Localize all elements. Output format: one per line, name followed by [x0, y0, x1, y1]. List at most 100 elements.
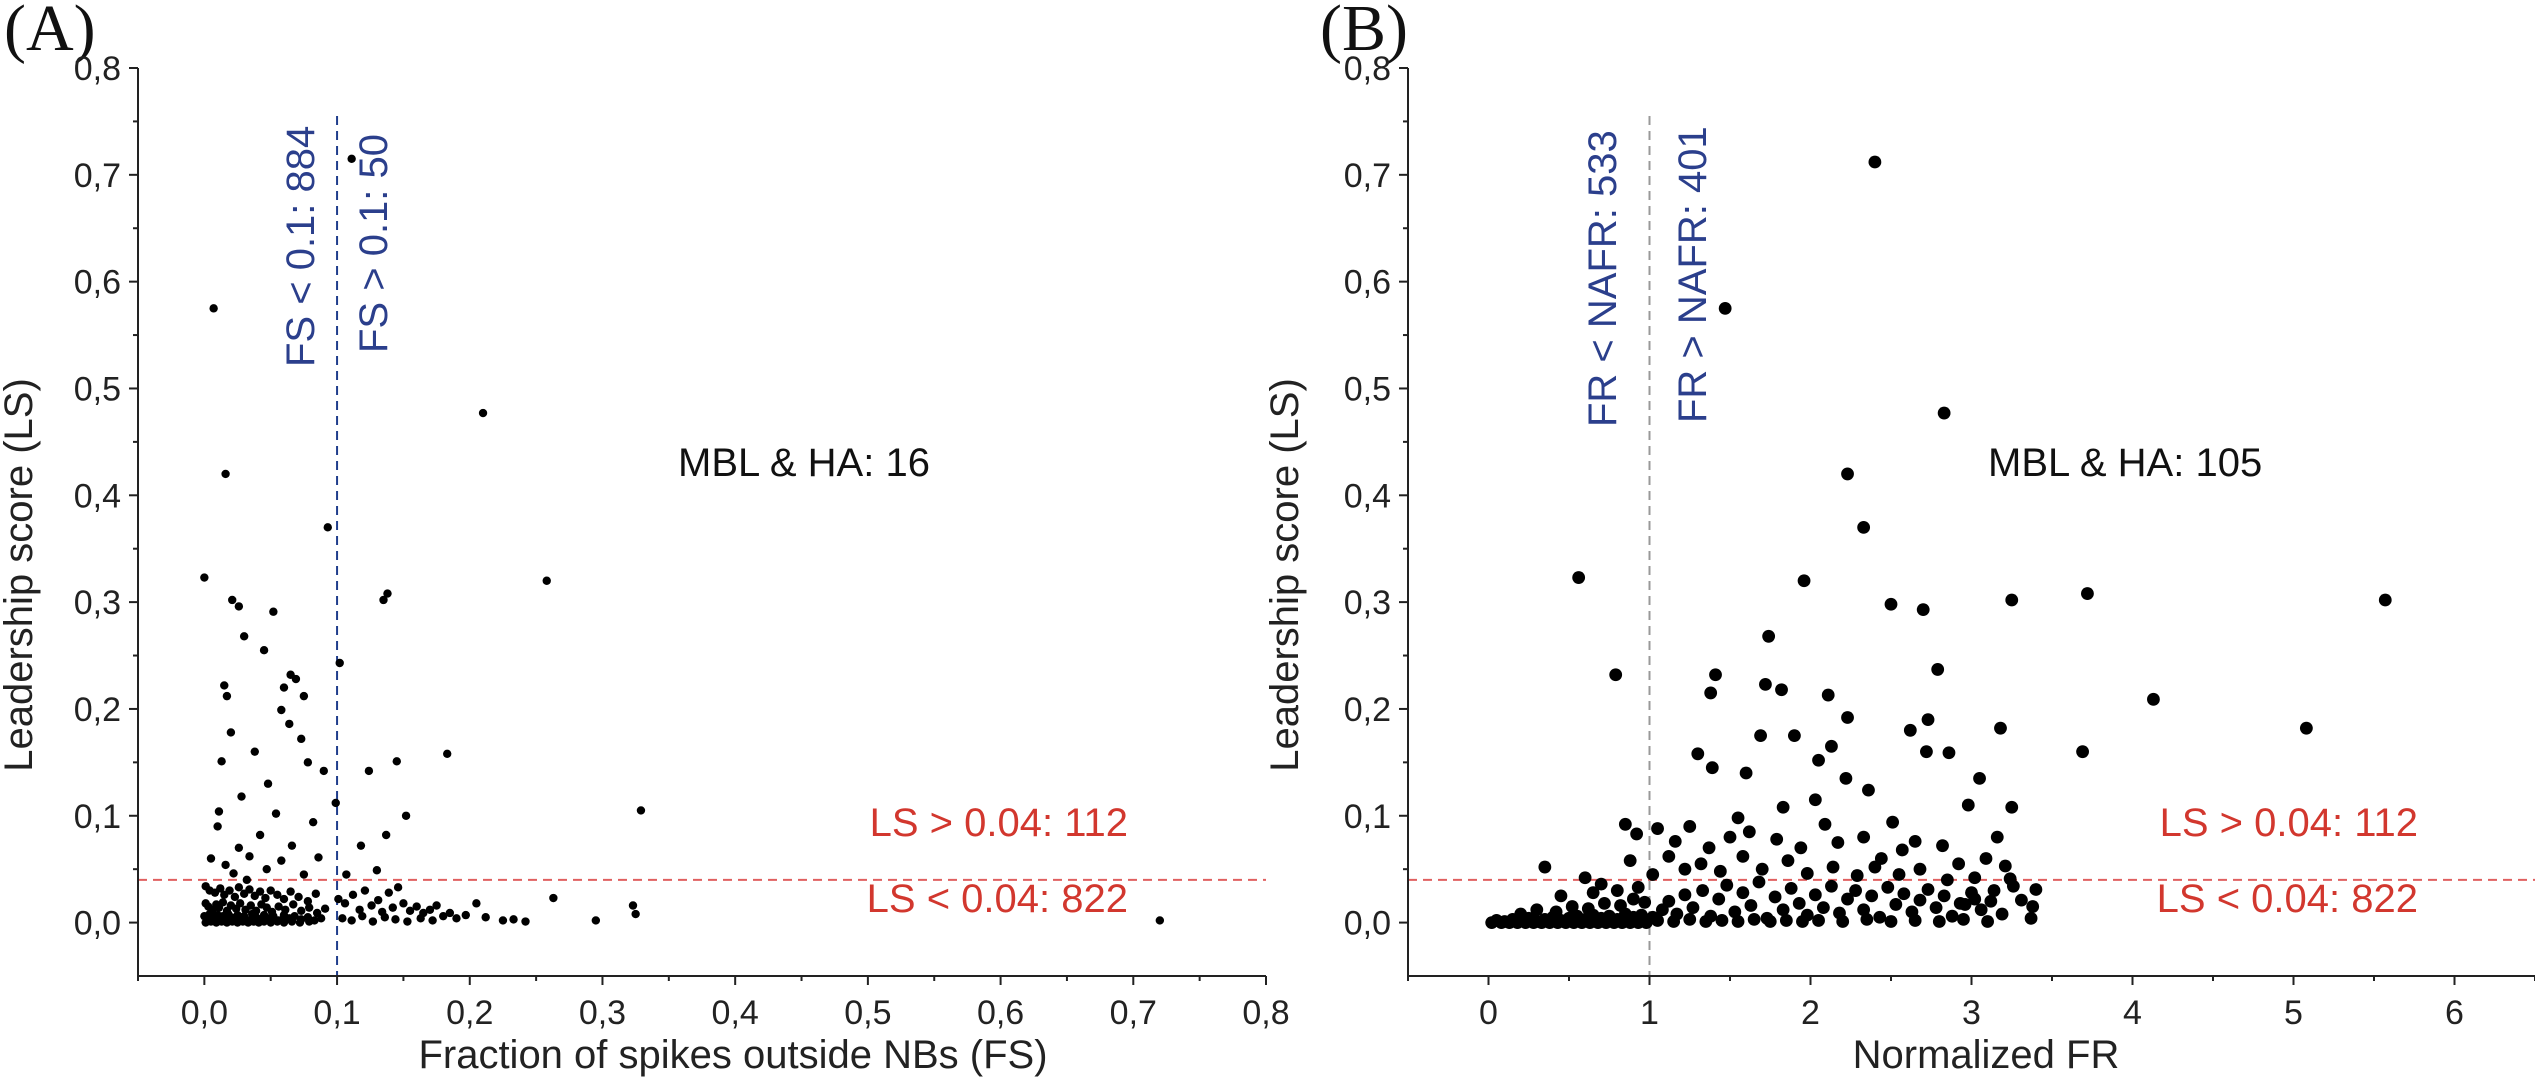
data-point [403, 917, 412, 926]
data-point [1920, 745, 1933, 759]
data-point [287, 917, 297, 926]
vline-right-annotation: FR > NAFR: 401 [1671, 126, 1715, 423]
data-point [1808, 888, 1822, 902]
data-point [360, 886, 370, 895]
data-point [274, 902, 283, 911]
reference-lines [138, 116, 1266, 976]
data-point [1775, 683, 1788, 697]
data-point [472, 899, 481, 908]
data-point [1995, 907, 2009, 921]
data-point [1759, 677, 1772, 691]
data-point [1686, 901, 1700, 915]
x-tick-label: 0,4 [712, 994, 759, 1032]
data-point [1668, 835, 1682, 848]
data-point [461, 910, 470, 920]
data-point [1770, 832, 1784, 846]
data-point [1705, 761, 1719, 775]
data-point [220, 681, 229, 690]
data-point [481, 913, 490, 922]
axes: 0,0 0,1 0,2 0,3 0,4 0,5 0,6 0,7 0,8 0,0 0,1 0,2 0,3 0… [74, 50, 1290, 1032]
data-point [1916, 603, 1930, 616]
data-point [1974, 903, 1988, 917]
data-point [2029, 883, 2043, 896]
data-point [1841, 892, 1854, 906]
data-point [1514, 907, 1528, 921]
y-tick-label: 0,4 [74, 477, 121, 515]
data-point [234, 883, 244, 892]
data-point [1736, 886, 1750, 900]
data-point [239, 632, 249, 641]
data-point [1781, 854, 1795, 868]
data-point [1981, 915, 1994, 928]
data-point [304, 917, 314, 926]
data-point [200, 573, 209, 582]
data-point [286, 887, 295, 896]
data-point [1630, 827, 1644, 841]
data-point [1998, 859, 2012, 873]
data-point [1720, 878, 1734, 892]
data-point [1586, 886, 1600, 900]
data-point [1892, 868, 1906, 881]
data-point [364, 766, 374, 776]
data-point [1987, 884, 2001, 897]
data-point [303, 758, 313, 767]
data-point [1678, 888, 1692, 902]
x-tick-label: 0 [1479, 994, 1498, 1032]
data-point [355, 905, 364, 914]
data-point [1694, 857, 1708, 871]
data-point [1646, 868, 1660, 881]
data-point [214, 807, 224, 816]
data-point [285, 719, 294, 729]
data-point [1857, 903, 1871, 917]
data-point [1728, 905, 1742, 919]
data-point [304, 903, 314, 912]
data-point [1903, 723, 1917, 737]
data-point [1984, 894, 1998, 908]
panel-a: (A) 0,0 0,1 0,2 0,3 0,4 0,5 0,6 0,7 0,8 0,0 0,1 0,2… [0, 0, 1290, 1077]
y-tick-label: 0,7 [1344, 157, 1391, 195]
data-point [1921, 713, 1935, 727]
y-tick-label: 0,2 [1344, 691, 1391, 729]
data-point [1929, 901, 1943, 915]
data-point [1937, 406, 1951, 420]
y-tick-label: 0,1 [1344, 798, 1391, 836]
y-tick-label: 0,4 [1344, 477, 1391, 515]
data-point [1952, 857, 1966, 871]
data-point [308, 817, 318, 827]
data-point [383, 589, 392, 598]
data-point [443, 749, 452, 759]
data-point [1742, 825, 1756, 839]
data-point [277, 856, 286, 865]
data-point [206, 854, 216, 863]
data-point [1788, 729, 1801, 743]
data-point [1662, 894, 1676, 908]
data-point [391, 915, 400, 924]
data-point [245, 852, 254, 861]
data-point [255, 887, 265, 896]
data-point [1776, 903, 1790, 917]
data-point [1884, 915, 1898, 928]
data-point [1860, 912, 1874, 926]
data-point [262, 864, 271, 874]
data-point [242, 875, 252, 885]
data-point [1581, 902, 1595, 916]
data-point [380, 913, 390, 922]
data-point [316, 914, 326, 923]
data-point [1812, 753, 1825, 767]
data-point [229, 869, 238, 878]
data-point [1709, 668, 1722, 682]
data-point [291, 674, 301, 684]
x-tick-label: 0,7 [1110, 994, 1157, 1032]
panel-label-a: (A) [4, 0, 96, 65]
data-point [1631, 880, 1645, 894]
data-point [1831, 836, 1845, 849]
data-point [338, 914, 347, 923]
data-point [393, 883, 403, 892]
data-point [1797, 574, 1811, 588]
y-tick-label: 0,3 [1344, 584, 1391, 622]
data-point [1485, 916, 1499, 929]
data-point [294, 892, 303, 902]
data-point [1623, 854, 1637, 868]
x-tick-label: 0,2 [446, 994, 493, 1032]
data-point [549, 893, 558, 903]
